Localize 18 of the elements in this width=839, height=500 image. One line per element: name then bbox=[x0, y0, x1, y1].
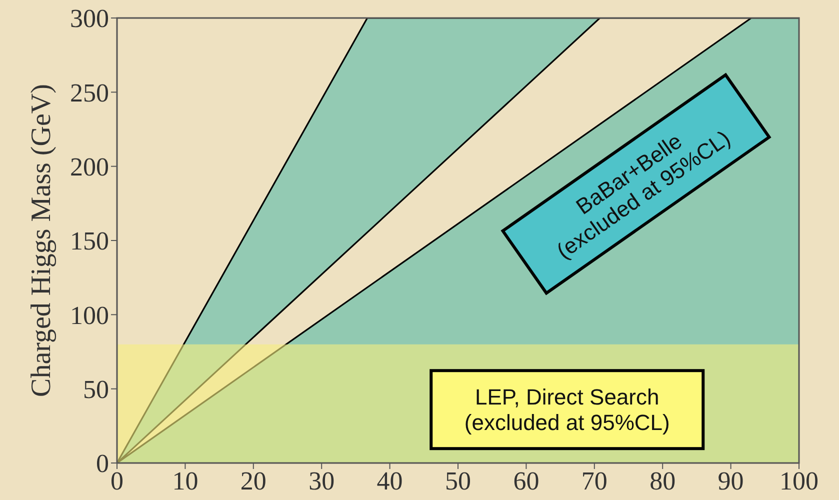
x-tick-label: 50 bbox=[445, 466, 471, 496]
x-tick-label: 30 bbox=[308, 466, 335, 496]
x-tick-label: 20 bbox=[240, 466, 266, 496]
y-tick-label: 150 bbox=[70, 226, 109, 256]
y-tick-label: 100 bbox=[70, 300, 109, 330]
x-tick-label: 80 bbox=[650, 466, 676, 496]
y-tick-label: 300 bbox=[70, 4, 109, 34]
y-axis-title: Charged Higgs Mass (GeV) bbox=[26, 84, 57, 397]
x-tick-label: 40 bbox=[376, 466, 403, 496]
y-tick-label: 200 bbox=[70, 152, 109, 182]
y-tick-label: 50 bbox=[83, 375, 109, 404]
band-label: LEP, Direct Search (excluded at 95%CL) bbox=[464, 384, 670, 435]
y-tick-label: 250 bbox=[70, 78, 109, 108]
x-tick-label: 60 bbox=[513, 466, 540, 496]
x-tick-label: 70 bbox=[581, 466, 608, 496]
x-tick-label: 10 bbox=[172, 466, 198, 496]
x-tick-label: 100 bbox=[780, 466, 818, 496]
x-tick-label: 90 bbox=[718, 466, 744, 496]
